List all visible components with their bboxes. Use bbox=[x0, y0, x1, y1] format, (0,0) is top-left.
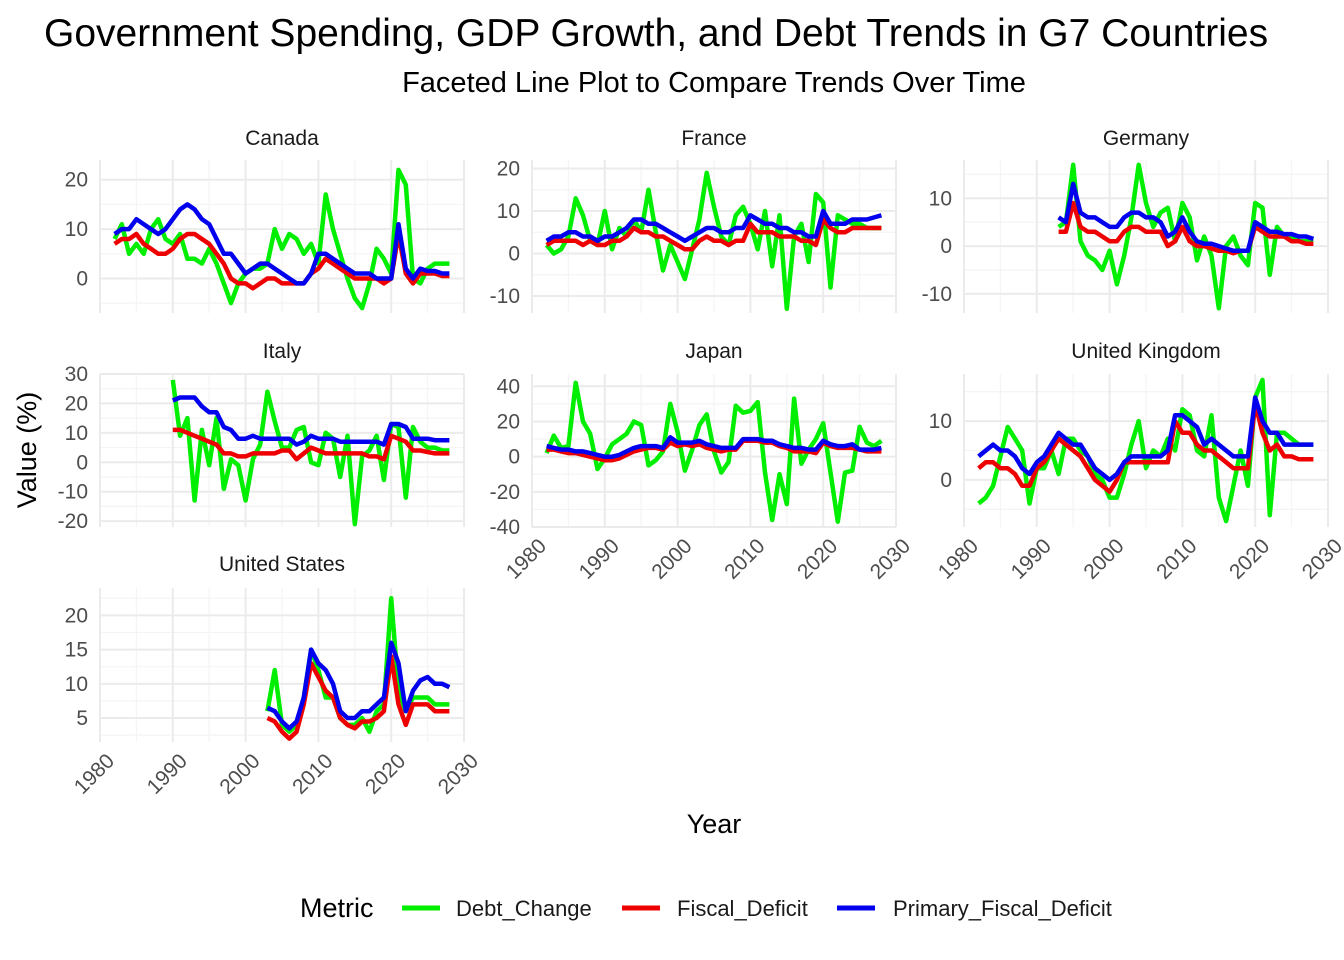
x-tick-label: 2000 bbox=[1079, 535, 1128, 584]
series-line-primary-fiscal-deficit bbox=[546, 435, 882, 459]
series-line-debt-change bbox=[112, 167, 450, 311]
x-tick-label: 2000 bbox=[647, 535, 696, 584]
series-line-primary-fiscal-deficit bbox=[266, 640, 451, 731]
y-tick-label: -10 bbox=[58, 481, 88, 504]
series-line-fiscal-deficit bbox=[266, 654, 450, 741]
y-tick-label: 0 bbox=[508, 446, 520, 469]
facet-label: France bbox=[681, 127, 746, 150]
y-tick-label: 40 bbox=[497, 375, 520, 398]
y-tick-label: 10 bbox=[65, 673, 88, 696]
x-tick-label: 2030 bbox=[434, 750, 483, 799]
facet-label: Canada bbox=[245, 127, 319, 150]
x-tick-label: 2020 bbox=[361, 750, 410, 799]
chart-title: Government Spending, GDP Growth, and Deb… bbox=[44, 12, 1268, 55]
y-tick-label: 10 bbox=[65, 422, 88, 445]
series-line-fiscal-deficit bbox=[977, 401, 1314, 494]
x-tick-label: 2030 bbox=[866, 535, 915, 584]
y-tick-label: 0 bbox=[76, 267, 88, 290]
series-line-debt-change bbox=[977, 377, 1314, 524]
facet-germany: Germany -10 0 10 bbox=[922, 127, 1329, 313]
x-tick-label: 1980 bbox=[70, 750, 119, 799]
facet-united-kingdom: United Kingdom 0 10 1980 1990 2000 2010 2020 203… bbox=[929, 340, 1344, 584]
y-tick-label: 20 bbox=[497, 158, 520, 181]
x-tick-label: 1980 bbox=[934, 535, 983, 584]
y-tick-label: 0 bbox=[508, 243, 520, 266]
y-tick-label: -10 bbox=[490, 285, 520, 308]
y-tick-label: 15 bbox=[65, 639, 88, 662]
legend-title: Metric bbox=[300, 893, 374, 923]
x-axis-title: Year bbox=[687, 809, 742, 839]
facet-italy: Italy -20 -10 0 10 20 30 bbox=[58, 340, 465, 533]
legend-label-fiscal-deficit: Fiscal_Deficit bbox=[677, 896, 808, 921]
facet-label: Germany bbox=[1103, 127, 1190, 150]
y-tick-label: 5 bbox=[76, 707, 88, 730]
y-tick-label: 20 bbox=[65, 604, 88, 627]
y-tick-label: 20 bbox=[497, 410, 520, 433]
series-line-primary-fiscal-deficit bbox=[113, 202, 450, 286]
series-line-primary-fiscal-deficit bbox=[1057, 181, 1315, 254]
series-line-debt-change bbox=[170, 379, 450, 527]
x-tick-label: 2010 bbox=[288, 750, 337, 799]
chart-subtitle: Faceted Line Plot to Compare Trends Over… bbox=[402, 67, 1026, 99]
legend-label-primary-fiscal-deficit: Primary_Fiscal_Deficit bbox=[893, 896, 1112, 921]
x-tick-label: 2010 bbox=[1152, 535, 1201, 584]
legend: Metric Debt_Change Fiscal_Deficit Primar… bbox=[300, 893, 1112, 923]
facet-label: Italy bbox=[263, 340, 302, 363]
y-tick-label: 20 bbox=[65, 392, 88, 415]
y-tick-label: 0 bbox=[940, 469, 952, 492]
y-tick-label: -40 bbox=[490, 516, 520, 539]
x-tick-label: 2010 bbox=[720, 535, 769, 584]
series-line-primary-fiscal-deficit bbox=[545, 208, 883, 244]
facet-label: United Kingdom bbox=[1071, 340, 1220, 363]
x-tick-label: 1980 bbox=[502, 535, 551, 584]
y-tick-label: 10 bbox=[497, 200, 520, 223]
facet-united-states: United States 5 10 15 20 1980 1990 2000 2010 2020… bbox=[65, 553, 483, 799]
y-tick-label: 20 bbox=[65, 169, 88, 192]
x-tick-label: 1990 bbox=[143, 750, 192, 799]
y-tick-label: -20 bbox=[58, 510, 88, 533]
y-tick-label: -20 bbox=[490, 481, 520, 504]
x-tick-label: 2020 bbox=[1225, 535, 1274, 584]
series-line-fiscal-deficit bbox=[172, 427, 450, 462]
series-line-fiscal-deficit bbox=[1058, 200, 1314, 256]
facet-japan: Japan -40 -20 0 20 40 1980 1990 2000 2010 2020 2030 bbox=[490, 340, 915, 584]
y-tick-label: 30 bbox=[65, 363, 88, 386]
series-line-debt-change bbox=[1057, 162, 1314, 311]
y-tick-label: 0 bbox=[940, 235, 952, 258]
legend-label-debt-change: Debt_Change bbox=[456, 896, 592, 921]
facet-label: Japan bbox=[685, 340, 742, 363]
series-line-primary-fiscal-deficit bbox=[977, 395, 1314, 483]
facet-label: United States bbox=[219, 553, 345, 576]
x-tick-label: 2020 bbox=[793, 535, 842, 584]
x-tick-label: 2030 bbox=[1298, 535, 1344, 584]
x-tick-label: 1990 bbox=[1007, 535, 1056, 584]
series-line-fiscal-deficit bbox=[545, 217, 882, 252]
x-tick-label: 2000 bbox=[215, 750, 264, 799]
y-tick-label: -10 bbox=[922, 283, 952, 306]
series-line-debt-change bbox=[544, 170, 882, 312]
y-axis-title: Value (%) bbox=[12, 392, 42, 509]
x-tick-label: 1990 bbox=[575, 535, 624, 584]
y-tick-label: 10 bbox=[929, 187, 952, 210]
y-tick-label: 0 bbox=[76, 451, 88, 474]
y-tick-label: 10 bbox=[65, 218, 88, 241]
facet-canada: Canada 0 10 20 bbox=[65, 127, 465, 313]
facet-france: France -10 0 10 20 bbox=[490, 127, 897, 313]
series-line-primary-fiscal-deficit bbox=[171, 395, 450, 447]
y-tick-label: 10 bbox=[929, 410, 952, 433]
facet-panels: Canada01020France-1001020Germany-10010It… bbox=[58, 127, 1344, 799]
